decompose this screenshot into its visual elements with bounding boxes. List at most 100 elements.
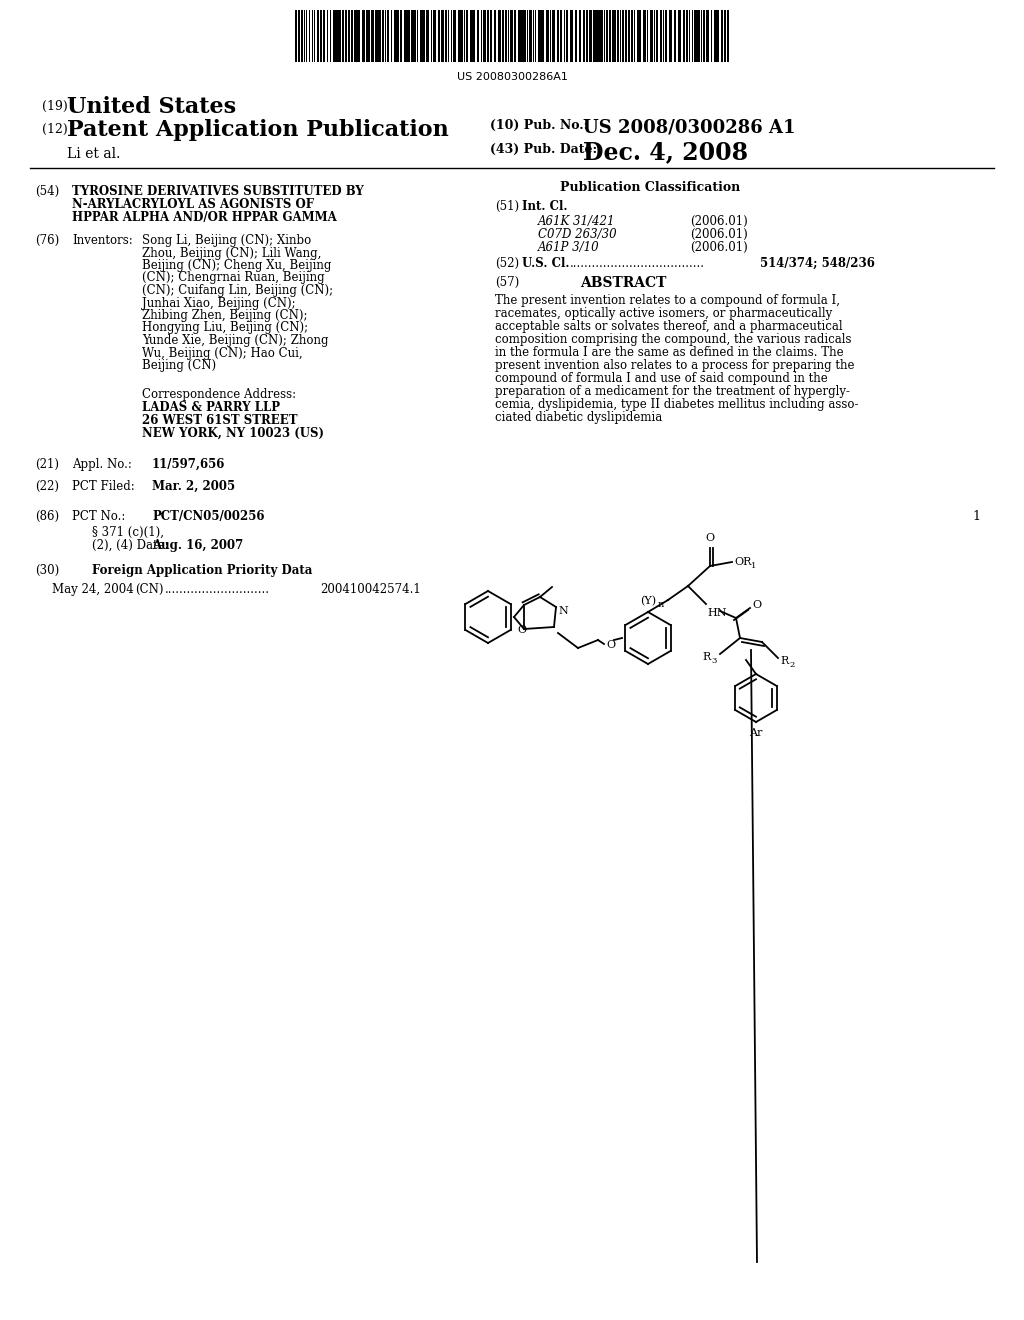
Bar xyxy=(546,11,549,62)
Text: Hongying Liu, Beijing (CN);: Hongying Liu, Beijing (CN); xyxy=(142,322,308,334)
Text: O: O xyxy=(752,601,761,610)
Text: (76): (76) xyxy=(35,234,59,247)
Text: (52): (52) xyxy=(495,257,519,271)
Bar xyxy=(338,11,341,62)
Bar xyxy=(490,11,492,62)
Text: O: O xyxy=(706,533,715,543)
Text: (43) Pub. Date:: (43) Pub. Date: xyxy=(490,143,597,156)
Text: United States: United States xyxy=(67,96,237,117)
Text: HPPAR ALPHA AND/OR HPPAR GAMMA: HPPAR ALPHA AND/OR HPPAR GAMMA xyxy=(72,211,337,224)
Bar xyxy=(406,11,408,62)
Text: Beijing (CN); Cheng Xu, Beijing: Beijing (CN); Cheng Xu, Beijing xyxy=(142,259,332,272)
Bar xyxy=(639,11,641,62)
Bar xyxy=(575,11,577,62)
Bar xyxy=(423,11,425,62)
Text: HN: HN xyxy=(707,609,726,618)
Text: A61K 31/421: A61K 31/421 xyxy=(538,215,615,228)
Bar xyxy=(498,11,500,62)
Bar xyxy=(333,11,336,62)
Text: ciated diabetic dyslipidemia: ciated diabetic dyslipidemia xyxy=(495,411,663,424)
Bar xyxy=(510,11,513,62)
Text: racemates, optically active isomers, or pharmaceutically: racemates, optically active isomers, or … xyxy=(495,308,833,319)
Text: Zhibing Zhen, Beijing (CN);: Zhibing Zhen, Beijing (CN); xyxy=(142,309,307,322)
Text: 514/374; 548/236: 514/374; 548/236 xyxy=(760,257,874,271)
Bar xyxy=(598,11,601,62)
Bar xyxy=(717,11,719,62)
Text: Mar. 2, 2005: Mar. 2, 2005 xyxy=(152,480,236,492)
Bar xyxy=(336,11,338,62)
Text: R: R xyxy=(780,656,788,667)
Bar xyxy=(354,11,356,62)
Text: (CN): (CN) xyxy=(135,583,164,597)
Text: Int. Cl.: Int. Cl. xyxy=(522,201,567,213)
Bar xyxy=(601,11,603,62)
Bar xyxy=(695,11,697,62)
Text: PCT Filed:: PCT Filed: xyxy=(72,480,135,492)
Bar xyxy=(589,11,592,62)
Text: OR: OR xyxy=(734,557,752,568)
Bar xyxy=(317,11,319,62)
Bar xyxy=(477,11,479,62)
Text: 1: 1 xyxy=(972,510,980,523)
Text: O: O xyxy=(517,624,526,635)
Text: (86): (86) xyxy=(35,510,59,523)
Text: Inventors:: Inventors: xyxy=(72,234,133,247)
Text: 200410042574.1: 200410042574.1 xyxy=(319,583,421,597)
Bar xyxy=(714,11,717,62)
Bar xyxy=(557,11,559,62)
Bar xyxy=(727,11,729,62)
Bar xyxy=(606,11,608,62)
Text: NEW YORK, NY 10023 (US): NEW YORK, NY 10023 (US) xyxy=(142,426,324,440)
Text: Publication Classification: Publication Classification xyxy=(560,181,740,194)
Text: acceptable salts or solvates thereof, and a pharmaceutical: acceptable salts or solvates thereof, an… xyxy=(495,319,843,333)
Bar xyxy=(356,11,358,62)
Bar xyxy=(375,11,377,62)
Bar xyxy=(612,11,614,62)
Text: (51): (51) xyxy=(495,201,519,213)
Bar xyxy=(400,11,402,62)
Text: R: R xyxy=(702,652,711,663)
Bar xyxy=(609,11,611,62)
Text: May 24, 2004: May 24, 2004 xyxy=(52,583,134,597)
Bar xyxy=(656,11,658,62)
Text: ............................: ............................ xyxy=(165,583,270,597)
Bar xyxy=(502,11,504,62)
Text: (57): (57) xyxy=(495,276,519,289)
Bar xyxy=(518,11,521,62)
Bar xyxy=(421,11,423,62)
Bar xyxy=(631,11,633,62)
Bar xyxy=(625,11,627,62)
Text: Correspondence Address:: Correspondence Address: xyxy=(142,388,296,401)
Text: LADAS & PARRY LLP: LADAS & PARRY LLP xyxy=(142,401,280,414)
Text: (CN); Cuifang Lin, Beijing (CN);: (CN); Cuifang Lin, Beijing (CN); xyxy=(142,284,333,297)
Bar xyxy=(348,11,350,62)
Bar xyxy=(514,11,516,62)
Text: (10) Pub. No.:: (10) Pub. No.: xyxy=(490,119,588,132)
Text: present invention also relates to a process for preparing the: present invention also relates to a proc… xyxy=(495,359,854,372)
Text: ABSTRACT: ABSTRACT xyxy=(580,276,667,290)
Bar xyxy=(413,11,416,62)
Text: Li et al.: Li et al. xyxy=(67,147,121,161)
Bar xyxy=(301,11,303,62)
Text: 3: 3 xyxy=(711,657,717,665)
Bar xyxy=(466,11,468,62)
Text: (2), (4) Date:: (2), (4) Date: xyxy=(92,539,169,552)
Bar xyxy=(454,11,456,62)
Text: Junhai Xiao, Beijing (CN);: Junhai Xiao, Beijing (CN); xyxy=(142,297,296,309)
Text: 2: 2 xyxy=(790,661,795,669)
Text: O: O xyxy=(606,640,615,649)
Text: 11/597,656: 11/597,656 xyxy=(152,458,225,471)
Text: preparation of a medicament for the treatment of hypergly-: preparation of a medicament for the trea… xyxy=(495,385,850,399)
Bar xyxy=(553,11,555,62)
Bar xyxy=(382,11,384,62)
Bar xyxy=(295,11,297,62)
Bar xyxy=(678,11,681,62)
Bar xyxy=(674,11,676,62)
Bar xyxy=(362,11,365,62)
Bar xyxy=(643,11,646,62)
Bar xyxy=(524,11,526,62)
Text: Beijing (CN): Beijing (CN) xyxy=(142,359,216,372)
Bar xyxy=(686,11,688,62)
Bar xyxy=(372,11,374,62)
Text: Song Li, Beijing (CN); Xinbo: Song Li, Beijing (CN); Xinbo xyxy=(142,234,311,247)
